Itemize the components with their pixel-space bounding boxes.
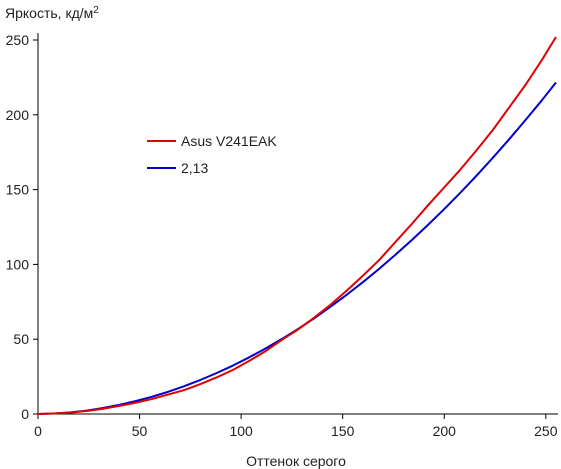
y-tick-label: 250 xyxy=(6,32,30,48)
y-axis-label-superscript: 2 xyxy=(93,5,99,16)
y-tick-label: 100 xyxy=(6,256,30,272)
y-axis-label-main: Яркость, кд/м xyxy=(5,5,93,21)
y-tick-label: 150 xyxy=(6,182,30,198)
x-axis-label: Оттенок серого xyxy=(246,453,346,469)
x-tick-label: 50 xyxy=(132,423,148,439)
y-axis-label: Яркость, кд/м2 xyxy=(5,5,99,21)
legend-label: 2,13 xyxy=(181,160,208,176)
y-tick-label: 200 xyxy=(6,107,30,123)
x-tick-label: 150 xyxy=(331,423,355,439)
y-tick-label: 50 xyxy=(13,331,29,347)
x-tick-label: 100 xyxy=(229,423,253,439)
legend-label: Asus V241EAK xyxy=(181,133,277,149)
x-tick-label: 200 xyxy=(433,423,457,439)
x-tick-label: 0 xyxy=(34,423,42,439)
series-line-asus xyxy=(37,36,557,415)
series-line-gamma xyxy=(37,81,557,415)
y-tick-label: 0 xyxy=(21,406,29,422)
x-tick-label: 250 xyxy=(534,423,558,439)
